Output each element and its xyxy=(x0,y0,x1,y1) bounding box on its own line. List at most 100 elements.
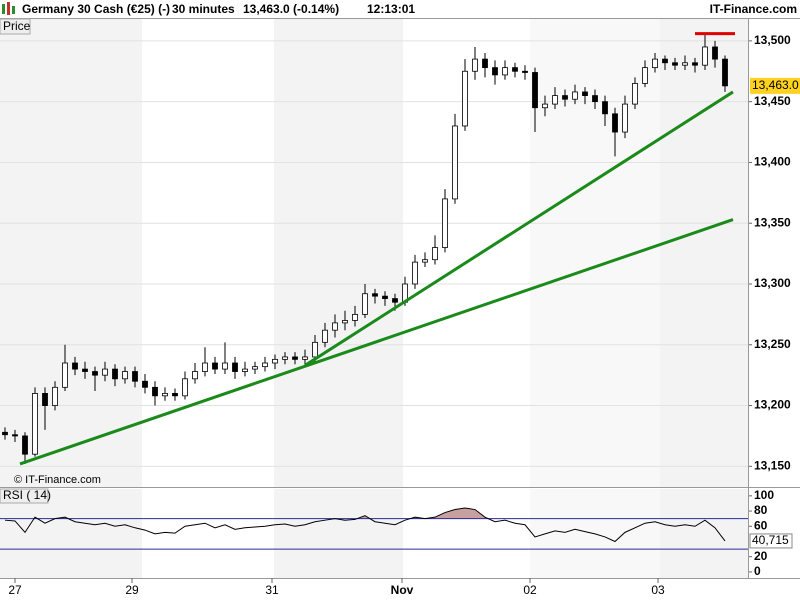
day-band xyxy=(274,19,403,487)
candle-body xyxy=(152,386,158,397)
candle-body xyxy=(692,62,698,66)
y-tick-label: 13,200 xyxy=(754,398,791,412)
candle-body xyxy=(722,58,728,87)
y-tick-label: 13,350 xyxy=(754,215,791,229)
y-tick-label: 13,300 xyxy=(754,276,791,290)
candle-body xyxy=(322,329,328,343)
candle-body xyxy=(482,58,488,69)
candle-body xyxy=(2,431,8,436)
candle-body xyxy=(62,362,68,388)
trend-line xyxy=(19,218,734,466)
price-panel: 13,150 13,200 13,250 13,300 13,350 13,400 13,4… xyxy=(0,32,800,473)
header-icon xyxy=(2,4,5,14)
candle-body xyxy=(602,101,608,115)
y-tick-label: 80 xyxy=(754,503,768,517)
candle-body xyxy=(702,46,708,66)
candle-body xyxy=(672,62,678,66)
candle-body xyxy=(572,91,578,100)
candle-body xyxy=(642,67,648,84)
day-band xyxy=(0,489,142,578)
candle-body xyxy=(712,46,718,60)
timeframe: 30 minutes xyxy=(172,2,235,16)
candle-body xyxy=(342,320,348,324)
candle-body xyxy=(52,386,58,406)
candle-body xyxy=(582,91,588,96)
candle-body xyxy=(452,125,458,200)
candle-body xyxy=(242,368,248,372)
candle-body xyxy=(352,313,358,321)
trend-line xyxy=(304,90,734,367)
watermark: © IT-Finance.com xyxy=(14,474,101,486)
candle-body xyxy=(192,371,198,380)
panel-label: RSI ( 14) xyxy=(3,488,51,502)
candle-body xyxy=(472,58,478,72)
candle-body xyxy=(272,358,278,364)
candle-body xyxy=(432,247,438,261)
brand: IT-Finance.com xyxy=(710,2,797,16)
candle-body xyxy=(222,362,228,370)
candle-body xyxy=(622,103,628,133)
candle-body xyxy=(532,72,538,109)
instrument: Germany 30 Cash (€25) (-) xyxy=(22,2,170,16)
y-tick-label: 13,450 xyxy=(754,94,791,108)
candle-body xyxy=(442,198,448,248)
candle-body xyxy=(382,295,388,299)
header-icon xyxy=(7,2,10,15)
day-band xyxy=(0,19,142,487)
candle-body xyxy=(542,103,548,109)
header-icon xyxy=(12,6,15,14)
y-tick-label: 0 xyxy=(754,564,761,578)
y-tick-label: 20 xyxy=(754,549,768,563)
candle-body xyxy=(562,95,568,100)
overbought-area xyxy=(33,508,489,519)
day-band xyxy=(660,19,748,487)
x-tick-label: 29 xyxy=(125,583,139,597)
candle-body xyxy=(72,362,78,370)
x-tick-label: Nov xyxy=(391,583,414,597)
candle-body xyxy=(102,368,108,376)
day-band xyxy=(660,489,748,578)
day-band xyxy=(530,19,660,487)
candle-body xyxy=(42,392,48,406)
candle-body xyxy=(492,67,498,76)
candle-body xyxy=(82,368,88,372)
candle-body xyxy=(132,371,138,382)
candle-body xyxy=(502,67,508,76)
panel-tag xyxy=(0,18,31,35)
time: 12:13:01 xyxy=(367,2,415,16)
candle-body xyxy=(232,362,238,372)
day-band xyxy=(274,489,403,578)
last-value-label: 40,715 xyxy=(752,533,789,547)
candle-body xyxy=(32,392,38,455)
candle-body xyxy=(312,341,318,358)
candle-body xyxy=(652,58,658,69)
candle-body xyxy=(682,62,688,66)
candle-body xyxy=(262,362,268,368)
candle-body xyxy=(202,362,208,372)
candle-body xyxy=(592,95,598,103)
x-tick-label: 03 xyxy=(651,583,665,597)
candle-body xyxy=(142,380,148,388)
candle-body xyxy=(182,378,188,397)
candle-body xyxy=(212,362,218,370)
y-tick-label: 13,250 xyxy=(754,337,791,351)
header-bar xyxy=(0,0,800,18)
candle-body xyxy=(522,70,528,73)
quote: 13,463.0 (-0.14%) xyxy=(243,2,339,16)
rsi-line xyxy=(4,507,726,543)
last-price-badge xyxy=(750,77,800,94)
candle-body xyxy=(512,67,518,72)
panel-tag xyxy=(0,488,49,504)
candle-body xyxy=(162,392,168,397)
y-tick-label: 100 xyxy=(754,488,774,502)
candle-body xyxy=(412,261,418,285)
y-tick-label: 13,500 xyxy=(754,33,791,47)
candle-body xyxy=(332,322,338,331)
candle-body xyxy=(372,293,378,297)
candle-body xyxy=(122,371,128,380)
candle-body xyxy=(112,368,118,380)
candle-body xyxy=(292,356,298,360)
last-price-label: 13,463.0 xyxy=(752,78,799,92)
candle-body xyxy=(422,259,428,263)
candle-body xyxy=(632,83,638,105)
